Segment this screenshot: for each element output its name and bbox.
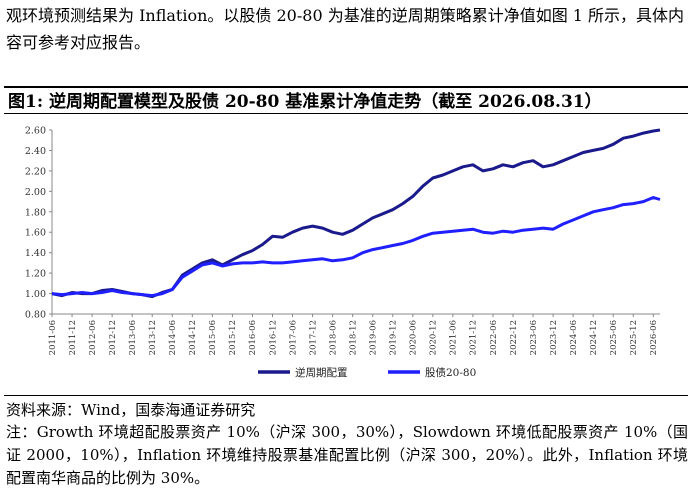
y-tick-label: 1.00 xyxy=(25,289,46,300)
x-tick-label: 2023-12 xyxy=(549,320,559,355)
x-tick-label: 2023-06 xyxy=(529,320,539,355)
y-tick-label: 1.60 xyxy=(25,228,46,239)
legend-label-1: 逆周期配置 xyxy=(295,366,348,379)
series-lines xyxy=(51,128,661,299)
legend-label-2: 股债20-80 xyxy=(425,366,476,379)
y-tick-label: 1.20 xyxy=(25,269,46,280)
x-tick-label: 2025-06 xyxy=(609,320,619,355)
x-tick-label: 2012-12 xyxy=(108,320,118,355)
x-tick-label: 2012-06 xyxy=(88,320,98,355)
x-tick-label: 2019-06 xyxy=(369,320,379,355)
x-tick-label: 2013-12 xyxy=(148,320,158,355)
x-tick-label: 2021-06 xyxy=(449,320,459,355)
x-tick-label: 2013-06 xyxy=(128,320,138,355)
x-tick-label: 2020-06 xyxy=(409,320,419,355)
series-line-2 xyxy=(51,196,661,298)
x-tick-label: 2025-12 xyxy=(629,320,639,355)
x-tick-label: 2021-12 xyxy=(469,320,479,355)
x-tick-label: 2024-06 xyxy=(569,320,579,355)
y-tick-label: 2.00 xyxy=(25,187,46,198)
note-text: 注：Growth 环境超配股票资产 10%（沪深 300，30%），Slowdo… xyxy=(6,423,688,487)
x-tick-label: 2011-06 xyxy=(48,320,58,355)
x-tick-label: 2022-06 xyxy=(489,320,499,355)
y-tick-label: 1.80 xyxy=(25,207,46,218)
x-tick-label: 2017-06 xyxy=(288,320,298,355)
x-tick-label: 2022-12 xyxy=(509,320,519,355)
y-tick-label: 2.60 xyxy=(25,126,46,137)
line-chart: 0.80 1.00 1.20 1.40 1.60 1.80 2.00 2.20 2.40 2.60… xyxy=(25,126,661,379)
y-tick-label: 0.80 xyxy=(25,310,46,321)
x-tick-label: 2015-12 xyxy=(228,320,238,355)
footer-divider xyxy=(4,395,688,396)
x-tick-label: 2018-12 xyxy=(348,320,358,355)
y-tick-label: 2.40 xyxy=(25,146,46,157)
x-tick-label: 2015-06 xyxy=(208,320,218,355)
x-tick-label: 2018-06 xyxy=(328,320,338,355)
y-axis: 0.80 1.00 1.20 1.40 1.60 1.80 2.00 2.20 2.40 2.60 xyxy=(25,126,53,321)
x-tick-label: 2016-06 xyxy=(248,320,258,355)
x-tick-label: 2020-12 xyxy=(429,320,439,355)
x-axis: 2011-06 2011-12 2012-06 2012-12 2013-06 2013-… xyxy=(48,313,660,355)
x-tick-label: 2014-06 xyxy=(168,320,178,355)
series-line-1 xyxy=(51,128,661,299)
intro-paragraph: 观环境预测结果为 Inflation。以股债 20-80 为基准的逆周期策略累计… xyxy=(6,6,685,52)
figure-title: 图1: 逆周期配置模型及股债 20-80 基准累计净值走势（截至 2026.08… xyxy=(4,86,688,114)
x-tick-label: 2019-12 xyxy=(389,320,399,355)
x-tick-label: 2017-12 xyxy=(308,320,318,355)
y-tick-label: 2.20 xyxy=(25,166,46,177)
source-text: 资料来源：Wind，国泰海通证券研究 xyxy=(6,401,256,419)
x-tick-label: 2014-12 xyxy=(188,320,198,355)
legend: 逆周期配置 股债20-80 xyxy=(258,366,476,379)
x-tick-label: 2011-12 xyxy=(68,320,78,355)
y-tick-label: 1.40 xyxy=(25,248,46,259)
x-tick-label: 2016-12 xyxy=(268,320,278,355)
x-tick-label: 2024-12 xyxy=(589,320,599,355)
x-tick-label: 2026-06 xyxy=(649,320,659,355)
